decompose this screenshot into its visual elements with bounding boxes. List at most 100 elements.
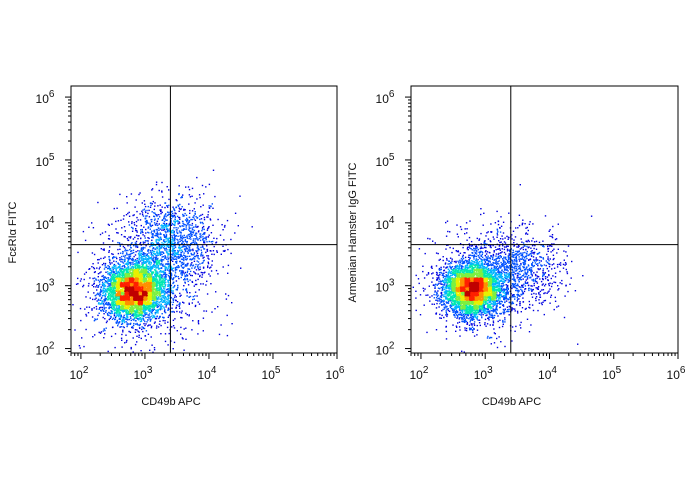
event-dot: [144, 335, 146, 337]
event-dot: [195, 250, 197, 252]
event-dot: [119, 313, 121, 315]
event-dot: [190, 253, 193, 255]
event-dot: [191, 227, 193, 229]
event-dot: [140, 312, 143, 315]
event-dot: [179, 218, 181, 220]
event-dot: [187, 252, 189, 255]
event-dot: [147, 227, 149, 229]
event-dot: [93, 253, 96, 256]
event-dot: [108, 318, 110, 321]
event-dot: [200, 246, 202, 249]
event-dot: [160, 297, 163, 299]
event-dot: [113, 265, 116, 268]
event-dot: [141, 250, 143, 252]
event-dot: [114, 298, 116, 300]
event-dot: [122, 273, 124, 275]
event-dot: [125, 312, 128, 315]
event-dot: [134, 306, 136, 308]
event-dot: [92, 298, 94, 301]
event-dot: [183, 259, 185, 262]
event-dot: [156, 215, 158, 217]
event-dot: [172, 298, 175, 300]
event-dot: [91, 252, 94, 254]
event-dot: [239, 195, 241, 197]
event-dot: [103, 328, 105, 330]
event-dot: [160, 258, 162, 260]
event-dot: [123, 317, 126, 319]
event-dot: [163, 279, 165, 282]
event-dot: [110, 278, 112, 280]
event-dot: [139, 219, 142, 221]
event-dot: [132, 309, 134, 312]
event-dot: [183, 252, 185, 254]
event-dot: [131, 272, 133, 274]
event-dot: [165, 275, 167, 277]
event-dot: [161, 301, 164, 303]
event-dot: [145, 221, 147, 223]
event-dot: [215, 291, 217, 293]
event-dot: [108, 292, 110, 294]
event-dot: [186, 223, 189, 225]
event-dot: [164, 265, 166, 267]
event-dot: [104, 333, 106, 335]
event-dot: [176, 288, 178, 290]
event-dot: [173, 214, 176, 217]
event-dot: [131, 257, 134, 260]
event-dot: [109, 246, 111, 248]
event-dot: [131, 266, 133, 268]
event-dot: [113, 296, 115, 298]
event-dot: [127, 277, 129, 279]
event-dot: [164, 214, 166, 216]
event-dot: [118, 267, 121, 269]
event-dot: [151, 259, 154, 261]
event-dot: [159, 320, 161, 322]
event-dot: [191, 242, 193, 244]
event-dot: [144, 253, 146, 255]
event-dot: [170, 276, 173, 278]
event-dot: [98, 268, 100, 270]
event-dot: [167, 344, 169, 346]
event-dot: [158, 240, 160, 242]
event-dot: [104, 281, 106, 284]
event-dot: [156, 258, 159, 260]
event-dot: [172, 282, 174, 285]
event-dot: [183, 234, 185, 237]
event-dot: [101, 232, 104, 234]
event-dot: [108, 250, 110, 252]
event-dot: [215, 269, 218, 272]
event-dot: [107, 293, 110, 295]
event-dot: [159, 273, 161, 275]
event-dot: [147, 281, 149, 284]
event-dot: [107, 285, 109, 288]
event-dot: [158, 292, 160, 294]
event-dot: [142, 264, 144, 266]
event-dot: [163, 222, 166, 225]
event-dot: [150, 325, 153, 328]
event-dot: [138, 235, 140, 237]
event-dot: [180, 273, 182, 275]
event-dot: [155, 276, 157, 279]
event-dot: [168, 294, 170, 296]
event-dot: [118, 306, 120, 308]
event-dot: [137, 264, 139, 266]
event-dot: [144, 274, 146, 276]
event-dot: [153, 347, 156, 349]
event-dot: [166, 205, 168, 207]
event-dot: [145, 339, 147, 341]
event-dot: [74, 329, 76, 331]
event-dot: [141, 255, 143, 258]
event-dot: [117, 241, 119, 244]
event-dot: [145, 215, 147, 217]
event-dot: [150, 306, 153, 308]
event-dot: [173, 236, 175, 239]
event-dot: [158, 262, 160, 264]
event-dot: [186, 235, 188, 237]
event-dot: [130, 346, 132, 349]
event-dot: [109, 306, 112, 309]
event-dot: [157, 275, 160, 278]
event-dot: [175, 212, 177, 215]
event-dot: [139, 314, 141, 316]
event-dot: [201, 226, 204, 229]
event-dot: [177, 276, 179, 278]
event-dot: [84, 308, 86, 310]
